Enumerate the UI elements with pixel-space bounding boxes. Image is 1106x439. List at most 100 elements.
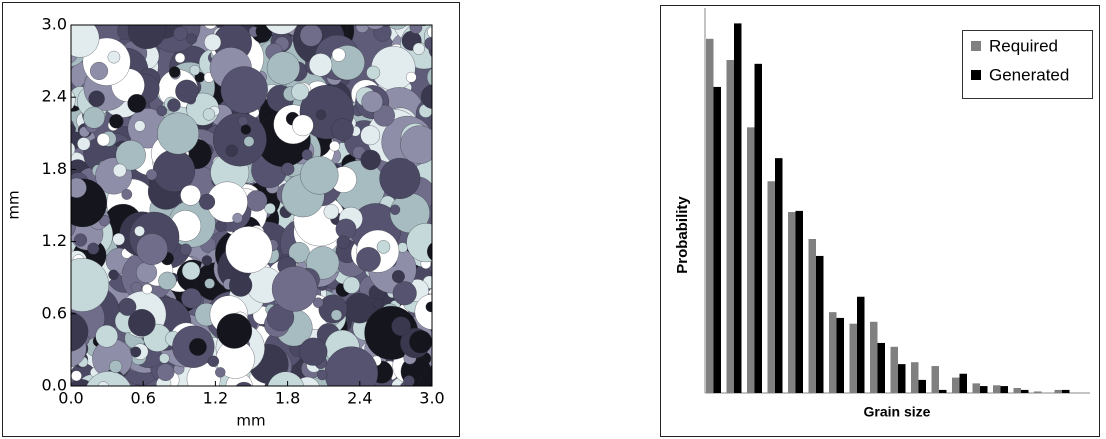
- grain: [420, 25, 427, 26]
- grain: [225, 144, 238, 157]
- grain: [421, 84, 432, 109]
- grain: [389, 204, 401, 215]
- grain: [199, 193, 216, 210]
- grain: [167, 98, 181, 112]
- grain: [56, 109, 67, 120]
- x-tick-label: 1.8: [275, 389, 300, 408]
- grain: [266, 51, 300, 85]
- bar: [870, 321, 878, 393]
- grain: [418, 366, 432, 386]
- grain: [409, 25, 423, 34]
- grain: [360, 125, 381, 146]
- grain: [409, 5, 428, 24]
- grain: [146, 169, 158, 181]
- grain: [88, 90, 105, 107]
- grain: [300, 156, 339, 195]
- y-tick-label: 3.0: [42, 15, 67, 34]
- grain: [134, 225, 145, 237]
- grain: [181, 261, 201, 280]
- bar: [911, 362, 919, 393]
- grain: [57, 199, 68, 210]
- y-tick-label: 1.8: [42, 159, 67, 178]
- grain: [425, 301, 432, 313]
- bar: [795, 210, 803, 393]
- grain: [356, 247, 381, 272]
- grain: [329, 140, 340, 152]
- grain: [121, 189, 133, 200]
- grain: [373, 25, 392, 42]
- grain: [215, 367, 226, 378]
- grain: [365, 25, 385, 30]
- grain: [376, 240, 391, 254]
- grain-map: [54, 5, 447, 386]
- grain: [142, 283, 153, 295]
- grain: [180, 184, 201, 206]
- grain: [355, 25, 369, 33]
- grain: [433, 224, 447, 238]
- x-tick-label: 2.4: [347, 389, 372, 408]
- grain: [90, 61, 109, 80]
- grain: [175, 79, 199, 103]
- legend-label: Required: [989, 36, 1058, 55]
- bar: [767, 181, 775, 393]
- grain: [379, 158, 421, 199]
- grain: [301, 149, 313, 161]
- y-tick-label: 1.2: [42, 231, 67, 250]
- grain: [71, 258, 109, 312]
- bar: [972, 383, 980, 393]
- grain: [291, 82, 309, 101]
- grain: [135, 261, 158, 284]
- grain: [400, 125, 432, 164]
- bar: [1013, 387, 1021, 393]
- grain: [202, 108, 216, 121]
- bar: [857, 296, 865, 393]
- x-tick-label: 3.0: [419, 389, 444, 408]
- bar: [931, 366, 939, 393]
- grain: [156, 363, 175, 381]
- grain: [181, 288, 202, 309]
- y-tick-label: 0.6: [42, 303, 67, 322]
- bar: [747, 127, 755, 393]
- grain: [397, 242, 408, 253]
- bar: [993, 385, 1001, 393]
- plot-frame: [70, 24, 433, 387]
- grain: [54, 212, 70, 228]
- bar: [918, 379, 926, 393]
- grain: [150, 15, 160, 25]
- grain: [130, 282, 142, 293]
- legend-swatch: [971, 41, 981, 51]
- grain: [173, 26, 188, 41]
- grain: [414, 293, 432, 330]
- bar: [829, 312, 837, 393]
- grain: [267, 371, 305, 386]
- grain: [252, 13, 263, 24]
- grain: [130, 346, 142, 358]
- grain: [292, 114, 314, 137]
- grain: [315, 109, 327, 120]
- grain: [372, 297, 384, 309]
- grain: [109, 114, 124, 129]
- grain: [67, 10, 81, 24]
- grain: [271, 266, 318, 312]
- grain: [240, 124, 252, 135]
- bar: [980, 386, 988, 393]
- bar: [1021, 389, 1029, 393]
- grain: [373, 104, 395, 127]
- grain: [313, 297, 324, 308]
- grain: [331, 118, 354, 141]
- bar: [890, 346, 898, 393]
- grain: [391, 270, 405, 283]
- bar: [1054, 389, 1062, 393]
- grain: [71, 142, 76, 157]
- grain: [330, 309, 342, 321]
- grain: [73, 233, 88, 247]
- bar: [1062, 389, 1070, 393]
- grain: [83, 106, 105, 129]
- x-axis-label: Grain size: [864, 404, 931, 420]
- grain: [189, 64, 201, 76]
- grain: [265, 25, 298, 35]
- bar: [952, 377, 960, 393]
- grain: [157, 112, 200, 155]
- grain: [403, 375, 415, 386]
- grain: [71, 124, 76, 135]
